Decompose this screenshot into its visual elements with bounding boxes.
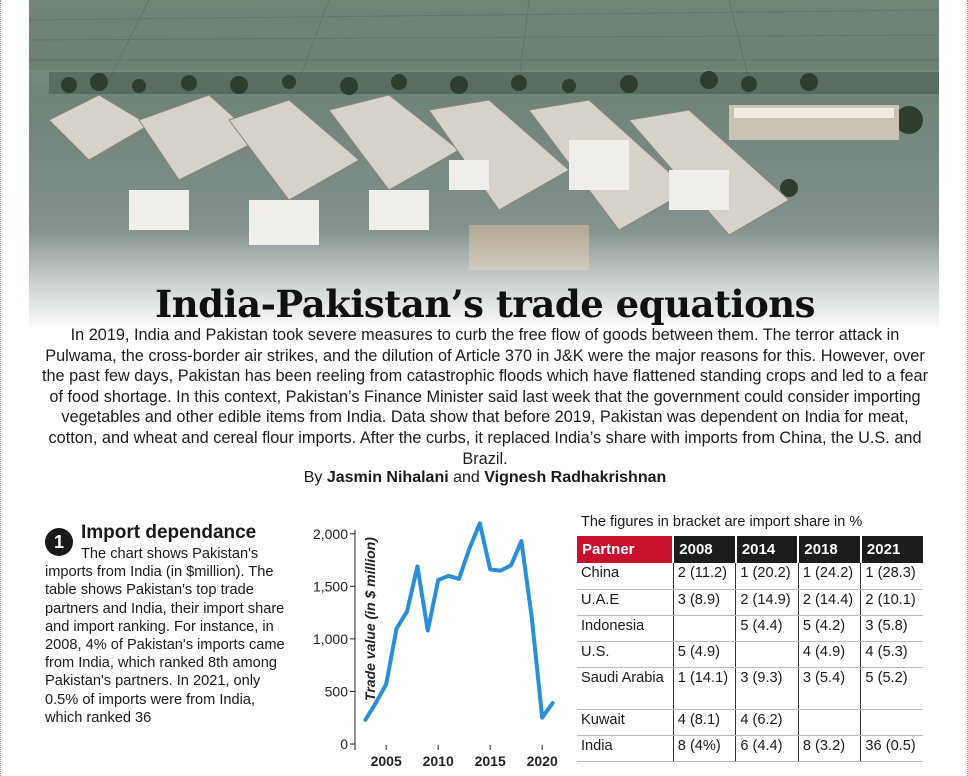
header-cell: 2008 (672, 536, 736, 563)
table-row: China 2 (11.2) 1 (20.2) 1 (24.2) 1 (28.3… (577, 563, 923, 590)
table-cell: 4 (5.3) (860, 641, 923, 668)
table-cell: 8 (3.2) (797, 735, 861, 762)
table-cell: 1 (24.2) (797, 563, 861, 590)
table-cell (860, 709, 923, 736)
x-tick-label: 2005 (371, 753, 402, 769)
intro-paragraph: In 2019, India and Pakistan took severe … (41, 326, 929, 468)
table-cell: 2 (14.4) (797, 589, 861, 616)
table-cell: 2 (11.2) (672, 563, 736, 590)
header-cell: Partner (577, 536, 674, 563)
partner-cell: U.A.E (577, 589, 674, 616)
data-point (447, 574, 451, 578)
x-tick-label: 2020 (527, 753, 558, 769)
table-row: U.A.E 3 (8.9) 2 (14.9) 2 (14.4) 2 (10.1) (577, 589, 923, 616)
table-cell: 36 (0.5) (860, 735, 923, 762)
partner-cell: India (577, 735, 674, 762)
table-row: U.S. 5 (4.9) 4 (4.9) 4 (5.3) (577, 641, 923, 668)
table-row: India 8 (4%) 6 (4.4) 8 (3.2) 36 (0.5) (577, 735, 923, 762)
data-point (467, 546, 471, 550)
section-title: Import dependance (81, 522, 257, 543)
table-cell: 5 (4.4) (735, 615, 799, 642)
x-tick-label: 2015 (475, 753, 506, 769)
table-caption: The figures in bracket are import share … (581, 514, 863, 530)
imports-series-line (363, 521, 555, 722)
table-cell: 2 (14.9) (735, 589, 799, 616)
section-body: The chart shows Pakistan's imports from … (45, 546, 285, 726)
table-cell: 4 (6.2) (735, 709, 799, 736)
table-cell: 5 (5.2) (860, 667, 923, 710)
table-cell: 3 (9.3) (735, 667, 799, 710)
y-tick-label: 2,000 (313, 526, 348, 542)
table-cell: 2 (10.1) (860, 589, 923, 616)
data-point (509, 563, 513, 567)
trade-partners-table: Partner 2008 2014 2018 2021 China 2 (11.… (577, 536, 923, 762)
table-cell: 3 (5.8) (860, 615, 923, 642)
data-point (457, 577, 461, 581)
table-row: Saudi Arabia 1 (14.1) 3 (9.3) 3 (5.4) 5 … (577, 667, 923, 710)
table-cell: 4 (8.1) (672, 709, 736, 736)
y-tick-label: 500 (325, 683, 349, 699)
table-cell: 4 (4.9) (797, 641, 861, 668)
flooded-salt-pans-photo (29, 0, 939, 326)
chart-svg: 0 500 1,000 1,500 2,000 2005 2010 2015 2020 Trade… (313, 521, 558, 769)
table-cell (735, 641, 799, 668)
data-point (374, 701, 378, 705)
table-row: Kuwait 4 (8.1) 4 (6.2) (577, 709, 923, 736)
data-point (415, 564, 419, 568)
partner-cell: Saudi Arabia (577, 667, 674, 710)
table-cell: 3 (5.4) (797, 667, 861, 710)
table-cell: 8 (4%) (672, 735, 736, 762)
table-cell (797, 709, 861, 736)
data-point (530, 616, 534, 620)
data-point (540, 716, 544, 720)
data-point (499, 569, 503, 573)
y-tick-label: 1,500 (313, 578, 348, 594)
data-point (488, 568, 492, 572)
header-cell: 2018 (797, 536, 861, 563)
y-tick-label: 1,000 (313, 631, 348, 647)
imports-line-chart: 0 500 1,000 1,500 2,000 2005 2010 2015 2020 Trade… (305, 504, 569, 776)
partner-cell: China (577, 563, 674, 590)
partner-cell: Indonesia (577, 615, 674, 642)
data-point (426, 628, 430, 632)
table-cell: 1 (28.3) (860, 563, 923, 590)
x-tick-label: 2010 (423, 753, 454, 769)
data-point (436, 578, 440, 582)
table-cell: 3 (8.9) (672, 589, 736, 616)
section-number-badge: 1 (45, 528, 73, 556)
partner-cell: Kuwait (577, 709, 674, 736)
header-cell: 2014 (734, 536, 799, 563)
byline-conjunction: and (453, 469, 480, 486)
data-point (478, 521, 482, 525)
table-cell: 1 (14.1) (672, 667, 736, 710)
data-point (405, 610, 409, 614)
partner-cell: U.S. (577, 641, 674, 668)
author-name: Vignesh Radhakrishnan (484, 469, 667, 486)
table-cell: 5 (4.2) (797, 615, 861, 642)
page-title: India-Pakistan’s trade equations (154, 282, 816, 326)
table-header-row: Partner 2008 2014 2018 2021 (577, 536, 923, 563)
data-point (363, 718, 367, 722)
table-row: Indonesia 5 (4.4) 5 (4.2) 3 (5.8) (577, 615, 923, 642)
table-cell: 1 (20.2) (735, 563, 799, 590)
header-cell: 2021 (859, 536, 923, 563)
table-cell: 5 (4.9) (672, 641, 736, 668)
y-axis-label: Trade value (in $ million) (362, 537, 378, 701)
data-point (395, 626, 399, 630)
table-cell: 6 (4.4) (735, 735, 799, 762)
data-point (551, 701, 555, 705)
table-cell (672, 615, 736, 642)
byline: By Jasmin Nihalani and Vignesh Radhakris… (1, 469, 968, 487)
data-point (519, 539, 523, 543)
data-point (384, 682, 388, 686)
y-tick-label: 0 (340, 736, 348, 752)
author-name: Jasmin Nihalani (326, 469, 449, 486)
byline-prefix: By (303, 469, 323, 486)
